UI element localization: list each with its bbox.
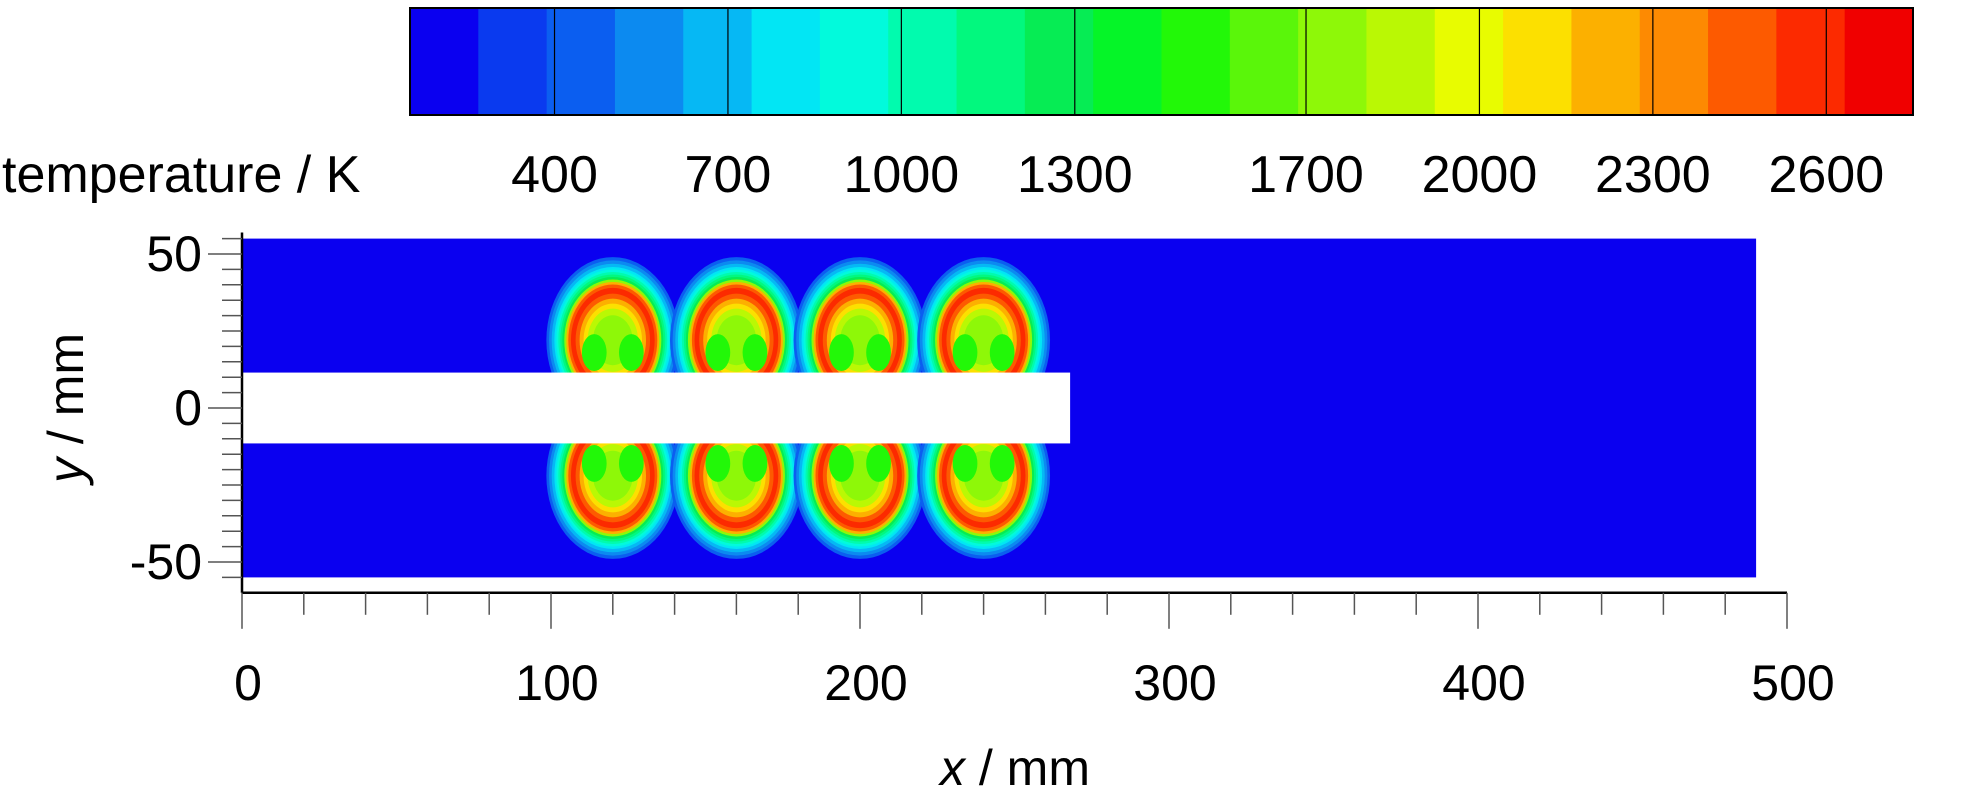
- colorbar-swatch: [956, 8, 1026, 115]
- colorbar-swatch: [1571, 8, 1641, 115]
- plot-area: [242, 238, 1757, 578]
- colorbar-tick-label: 700: [685, 146, 772, 204]
- temperature-contour: [581, 444, 607, 482]
- x-tick-label: 500: [1751, 655, 1834, 711]
- x-tick-label: 100: [515, 655, 598, 711]
- colorbar-tick-label: 1700: [1248, 146, 1364, 204]
- x-tick-label: 200: [824, 655, 907, 711]
- colorbar-swatch: [1503, 8, 1573, 115]
- colorbar-swatch: [1024, 8, 1094, 115]
- temperature-contour: [989, 444, 1015, 482]
- temperature-contour: [742, 334, 768, 372]
- temperature-contour: [952, 334, 978, 372]
- x-axis-title: x / mm: [938, 740, 1090, 791]
- colorbar-swatch: [888, 8, 958, 115]
- colorbar-swatch: [1366, 8, 1436, 115]
- temperature-contour: [989, 334, 1015, 372]
- temperature-contour: [952, 444, 978, 482]
- colorbar-swatch: [1776, 8, 1846, 115]
- insert-region: [242, 372, 1071, 444]
- temperature-contour: [618, 334, 644, 372]
- colorbar-swatch: [614, 8, 684, 115]
- x-tick-label: 400: [1442, 655, 1525, 711]
- temperature-contour: [829, 334, 854, 372]
- colorbar-swatch: [683, 8, 753, 115]
- axes: 500-500 100 200 300 400 500: [130, 226, 1835, 711]
- hot-lobe: [917, 392, 1051, 559]
- colorbar-swatch: [1229, 8, 1299, 115]
- colorbar-swatch: [1844, 8, 1914, 115]
- temperature-contour: [618, 444, 644, 482]
- temperature-contour: [581, 334, 607, 372]
- colorbar-swatch: [546, 8, 616, 115]
- colorbar-frame: [409, 7, 1914, 116]
- y-tick-label: 0: [174, 380, 202, 436]
- colorbar-tick-label: 400: [511, 146, 598, 204]
- colorbar-swatch: [1161, 8, 1231, 115]
- colorbar-swatch: [1298, 8, 1368, 115]
- temperature-contour: [829, 444, 854, 482]
- temperature-contour: [705, 444, 731, 482]
- colorbar-tick-label: 1300: [1017, 146, 1133, 204]
- temperature-contour: [705, 334, 731, 372]
- colorbar-tick-label: 2000: [1422, 146, 1538, 204]
- y-tick-label: -50: [130, 534, 202, 590]
- temperature-contour: [866, 444, 891, 482]
- colorbar-tick-labels: 400 700 1000 1300 1700 2000 2300 2600: [511, 146, 1884, 204]
- colorbar-swatch: [1093, 8, 1163, 115]
- temperature-contour: [866, 334, 891, 372]
- colorbar-swatch: [751, 8, 821, 115]
- x-tick-label: 0: [234, 655, 262, 711]
- colorbar: [409, 7, 1914, 116]
- colorbar-tick-label: 2600: [1768, 146, 1884, 204]
- y-axis-title: y / mm: [38, 333, 94, 486]
- colorbar-swatch: [819, 8, 889, 115]
- colorbar-tick-label: 2300: [1595, 146, 1711, 204]
- temperature-field: [242, 238, 1757, 578]
- colorbar-swatch: [478, 8, 548, 115]
- y-tick-label: 50: [146, 226, 202, 282]
- temperature-contour: [742, 444, 768, 482]
- colorbar-label: temperature / K: [2, 146, 361, 204]
- colorbar-swatch: [1708, 8, 1777, 115]
- colorbar-swatch: [1434, 8, 1504, 115]
- x-tick-label: 300: [1133, 655, 1216, 711]
- colorbar-swatch: [410, 8, 479, 115]
- colorbar-tick-label: 1000: [844, 146, 960, 204]
- colorbar-swatch: [1639, 8, 1709, 115]
